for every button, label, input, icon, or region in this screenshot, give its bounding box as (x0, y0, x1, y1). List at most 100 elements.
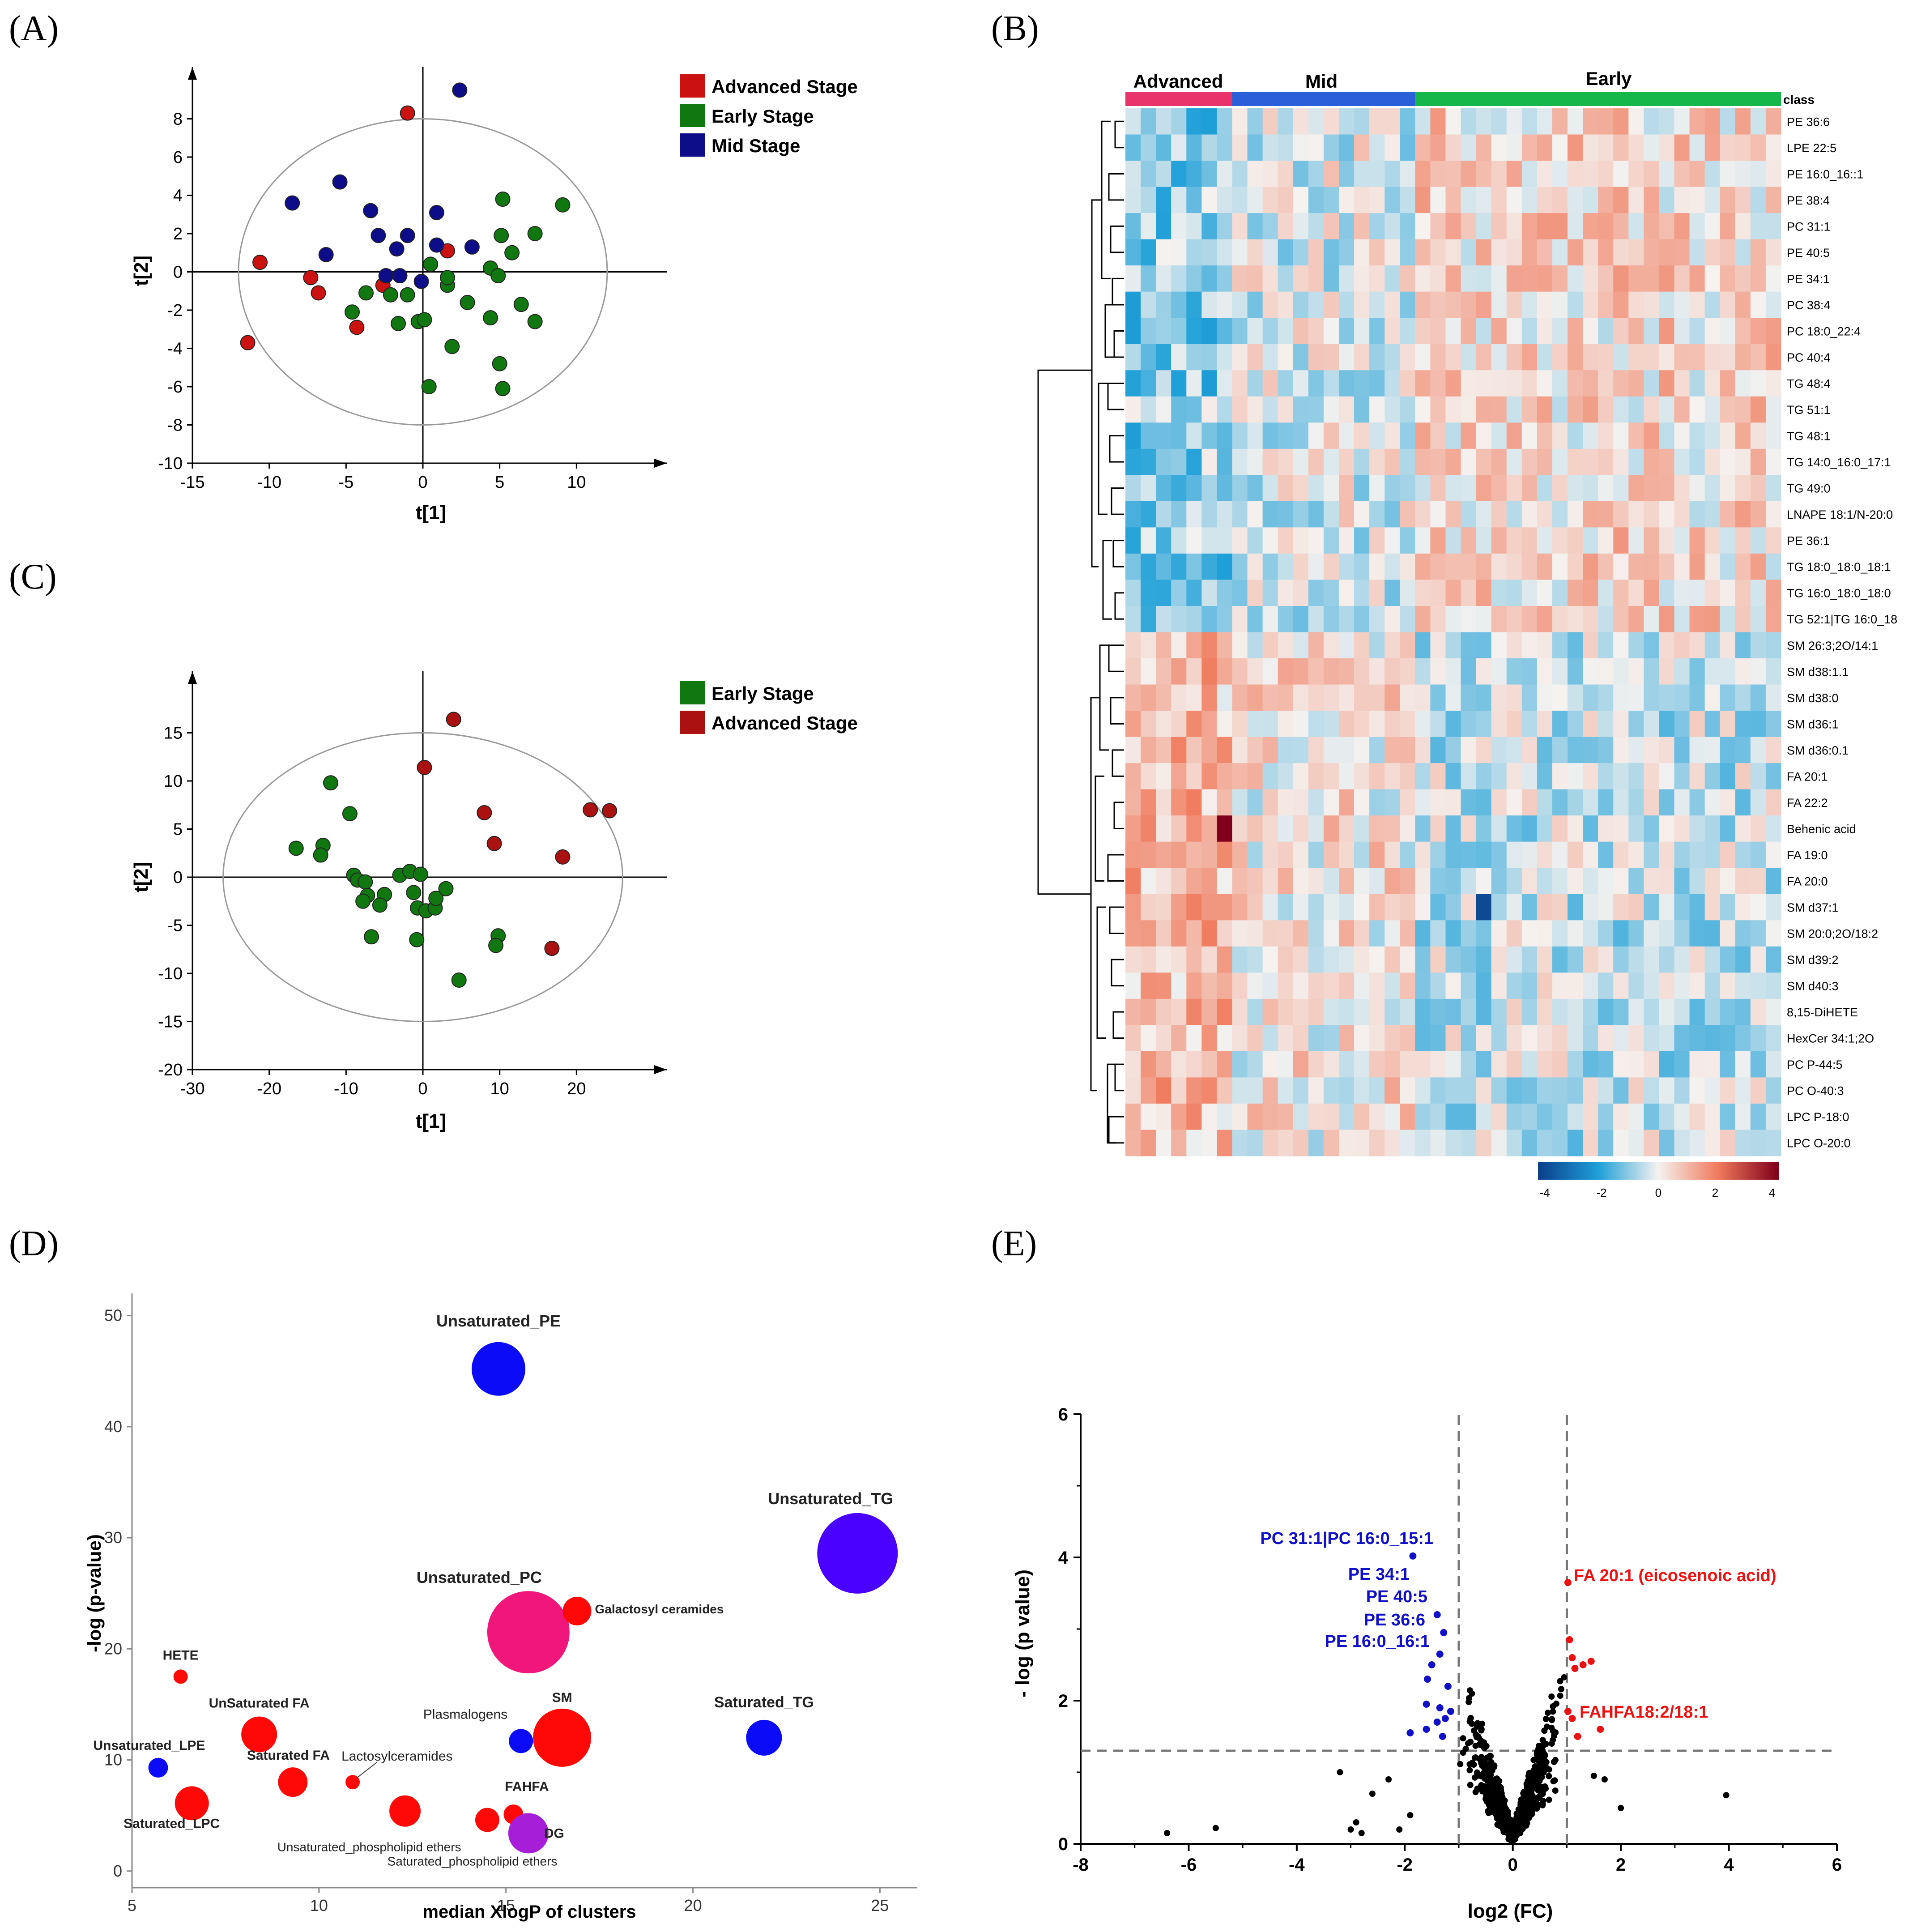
heatmap-cell (1354, 239, 1370, 266)
heatmap-cell (1750, 291, 1766, 318)
heatmap-cell (1125, 658, 1141, 685)
heatmap-cell (1232, 998, 1248, 1025)
heatmap-cell (1156, 161, 1172, 188)
heatmap-cell (1384, 108, 1400, 135)
heatmap-cell (1354, 1130, 1370, 1156)
heatmap-cell (1445, 763, 1461, 790)
heatmap-cell (1476, 527, 1492, 554)
heatmap-cell (1156, 1130, 1172, 1156)
color-scale-swatch (1672, 1162, 1675, 1180)
color-scale-swatch (1646, 1162, 1649, 1180)
heatmap-cell (1704, 161, 1721, 188)
heatmap-cell (1141, 920, 1156, 947)
y-tick-label: 0 (173, 263, 183, 282)
bubble-label: DG (544, 1826, 564, 1841)
color-scale-swatch (1622, 1162, 1625, 1180)
heatmap-cell (1552, 998, 1568, 1025)
color-scale-swatch (1602, 1162, 1605, 1180)
heatmap-cell (1323, 841, 1339, 868)
heatmap-cell (1141, 108, 1156, 135)
heatmap-cell (1308, 737, 1324, 763)
ns-point (1528, 1775, 1535, 1782)
sample-point (313, 847, 328, 863)
heatmap-cell (1659, 475, 1675, 502)
color-scale-swatch (1698, 1162, 1701, 1180)
color-scale-swatch (1570, 1162, 1573, 1180)
heatmap-cell (1537, 920, 1553, 947)
heatmap-cell (1201, 265, 1218, 292)
bubble (148, 1757, 168, 1778)
heatmap-cell (1750, 134, 1766, 161)
heatmap-cell (1293, 972, 1309, 999)
heatmap-cell (1583, 213, 1598, 240)
heatmap-cell (1156, 370, 1172, 397)
heatmap-cell (1369, 318, 1385, 345)
heatmap-cell (1583, 1103, 1598, 1130)
heatmap-cell (1338, 422, 1355, 449)
heatmap-cell (1186, 711, 1202, 738)
heatmap-cell (1308, 763, 1324, 790)
heatmap-cell (1400, 868, 1415, 895)
heatmap-cell (1598, 815, 1614, 842)
heatmap-cell (1689, 422, 1705, 449)
heatmap-cell (1568, 213, 1583, 240)
heatmap-cell (1171, 553, 1187, 580)
heatmap-cell (1217, 606, 1233, 633)
heatmap-cell (1704, 213, 1721, 240)
heatmap-cell (1323, 684, 1339, 711)
color-scale-tick: 4 (1769, 1186, 1775, 1199)
heatmap-cell (1628, 580, 1644, 606)
ns-point (1723, 1792, 1730, 1799)
heatmap-cell (1735, 920, 1751, 947)
heatmap-cell (1689, 1051, 1705, 1078)
color-scale-swatch (1538, 1162, 1541, 1180)
ns-point (1478, 1720, 1485, 1727)
heatmap-cell (1461, 1077, 1477, 1104)
heatmap-cell (1384, 213, 1400, 240)
sample-point (486, 836, 502, 851)
heatmap-cell (1598, 868, 1614, 895)
heatmap-cell (1568, 711, 1583, 738)
color-scale-swatch (1668, 1162, 1671, 1180)
heatmap-cell (1323, 711, 1339, 738)
heatmap-cell (1384, 684, 1400, 711)
heatmap-cell (1171, 213, 1187, 240)
heatmap-cell (1491, 606, 1507, 633)
down-point (1433, 1611, 1441, 1618)
heatmap-cell (1521, 998, 1538, 1025)
heatmap-cell (1278, 1130, 1294, 1156)
heatmap-cell (1400, 658, 1415, 685)
heatmap-cell (1552, 632, 1568, 659)
heatmap-cell (1232, 841, 1248, 868)
heatmap-cell (1217, 318, 1233, 345)
heatmap-cell (1689, 658, 1705, 685)
heatmap-cell (1293, 815, 1309, 842)
heatmap-cell (1201, 737, 1218, 763)
heatmap-cell (1384, 632, 1400, 659)
heatmap-cell (1720, 475, 1736, 502)
ns-point (1550, 1703, 1556, 1710)
heatmap-cell (1430, 396, 1446, 423)
heatmap-cell (1186, 658, 1202, 685)
down-point (1423, 1676, 1431, 1683)
heatmap-cell (1491, 134, 1507, 161)
heatmap-cell (1613, 213, 1629, 240)
color-scale-swatch (1738, 1162, 1741, 1180)
heatmap-cell (1674, 998, 1690, 1025)
heatmap-cell (1598, 344, 1614, 371)
heatmap-cell (1308, 998, 1324, 1025)
x-axis-arrow (654, 1065, 667, 1074)
heatmap-cell (1461, 868, 1477, 895)
y-tick-label: 0 (1058, 1834, 1068, 1854)
heatmap-cell (1750, 344, 1766, 371)
heatmap-cell (1354, 422, 1370, 449)
heatmap-cell (1217, 1051, 1233, 1078)
heatmap-cell (1400, 815, 1415, 842)
color-scale-swatch (1616, 1162, 1619, 1180)
group-label-mid: Mid (1305, 71, 1338, 92)
heatmap-cell (1141, 763, 1156, 790)
color-scale-swatch (1666, 1162, 1669, 1180)
heatmap-cell (1400, 344, 1415, 371)
heatmap-cell (1278, 1051, 1294, 1078)
heatmap-cell (1720, 134, 1736, 161)
